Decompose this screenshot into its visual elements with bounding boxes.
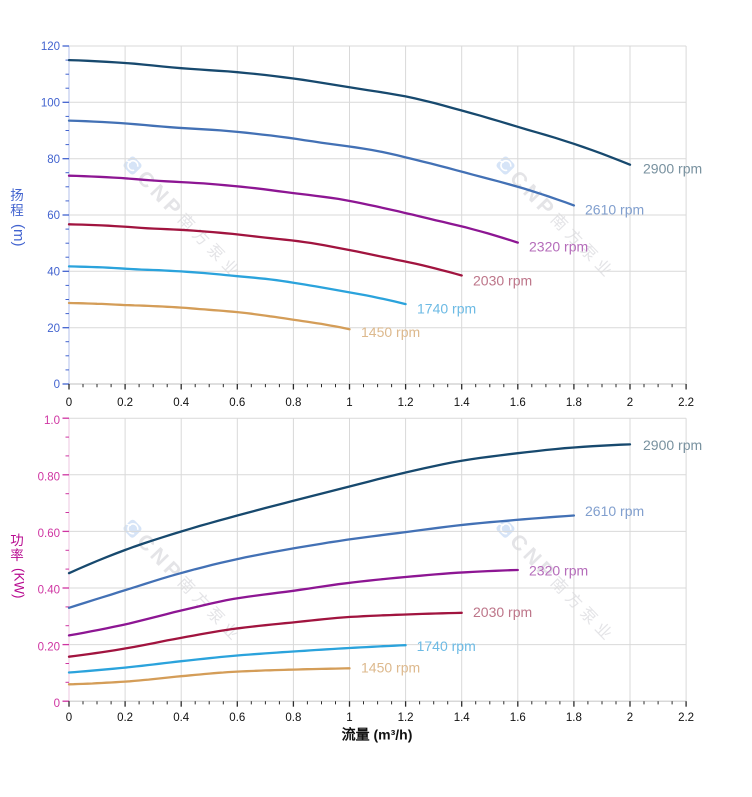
svg-text:60: 60 <box>47 210 60 222</box>
svg-text:2.2: 2.2 <box>678 712 694 724</box>
svg-text:0.80: 0.80 <box>38 472 60 484</box>
svg-text:功: 功 <box>10 533 24 548</box>
svg-text:1.6: 1.6 <box>510 397 526 409</box>
svg-text:2900 rpm: 2900 rpm <box>643 437 702 453</box>
svg-text:80: 80 <box>47 154 60 166</box>
svg-text:100: 100 <box>41 98 60 110</box>
svg-text:1.4: 1.4 <box>454 712 471 724</box>
svg-text:0.8: 0.8 <box>285 712 301 724</box>
svg-text:1: 1 <box>346 397 352 409</box>
svg-text:1.2: 1.2 <box>398 397 414 409</box>
svg-text:0: 0 <box>66 397 72 409</box>
svg-text:2320 rpm: 2320 rpm <box>529 238 588 254</box>
svg-text:1740 rpm: 1740 rpm <box>417 300 476 316</box>
svg-text:0.6: 0.6 <box>229 712 245 724</box>
svg-text:0: 0 <box>54 379 60 391</box>
svg-text:20: 20 <box>47 323 60 335</box>
svg-text:(m): (m) <box>10 224 27 247</box>
svg-text:0.20: 0.20 <box>38 641 60 653</box>
svg-text:1: 1 <box>346 712 352 724</box>
svg-text:2610 rpm: 2610 rpm <box>585 503 644 519</box>
svg-text:程: 程 <box>10 203 24 218</box>
svg-text:0.4: 0.4 <box>173 712 190 724</box>
svg-text:1.2: 1.2 <box>398 712 414 724</box>
svg-text:0.2: 0.2 <box>117 712 133 724</box>
svg-text:0.4: 0.4 <box>173 397 190 409</box>
svg-text:0.40: 0.40 <box>38 585 60 597</box>
svg-text:率: 率 <box>10 547 24 563</box>
svg-text:2030 rpm: 2030 rpm <box>473 272 532 288</box>
svg-text:2: 2 <box>627 397 633 409</box>
svg-text:1740 rpm: 1740 rpm <box>417 638 476 654</box>
svg-text:2610 rpm: 2610 rpm <box>585 201 644 217</box>
svg-text:0.2: 0.2 <box>117 397 133 409</box>
svg-text:40: 40 <box>47 267 60 279</box>
svg-text:2: 2 <box>627 712 633 724</box>
svg-text:1.8: 1.8 <box>566 712 582 724</box>
svg-text:扬: 扬 <box>10 188 24 203</box>
svg-text:120: 120 <box>41 41 60 53</box>
svg-text:1.8: 1.8 <box>566 397 582 409</box>
svg-text:0: 0 <box>54 698 60 710</box>
svg-text:0: 0 <box>66 712 72 724</box>
svg-text:2900 rpm: 2900 rpm <box>643 160 702 176</box>
svg-text:0.8: 0.8 <box>285 397 301 409</box>
svg-text:1.0: 1.0 <box>44 415 60 427</box>
svg-text:0.60: 0.60 <box>38 528 60 540</box>
svg-text:2320 rpm: 2320 rpm <box>529 563 588 579</box>
svg-text:0.6: 0.6 <box>229 397 245 409</box>
svg-text:1450 rpm: 1450 rpm <box>361 324 420 340</box>
svg-text:(KW): (KW) <box>12 568 27 599</box>
svg-text:1.6: 1.6 <box>510 712 526 724</box>
svg-text:2.2: 2.2 <box>678 397 694 409</box>
svg-text:流量 (m³/h): 流量 (m³/h) <box>342 727 413 743</box>
svg-text:1.4: 1.4 <box>454 397 471 409</box>
svg-text:2030 rpm: 2030 rpm <box>473 604 532 620</box>
svg-text:1450 rpm: 1450 rpm <box>361 659 420 675</box>
